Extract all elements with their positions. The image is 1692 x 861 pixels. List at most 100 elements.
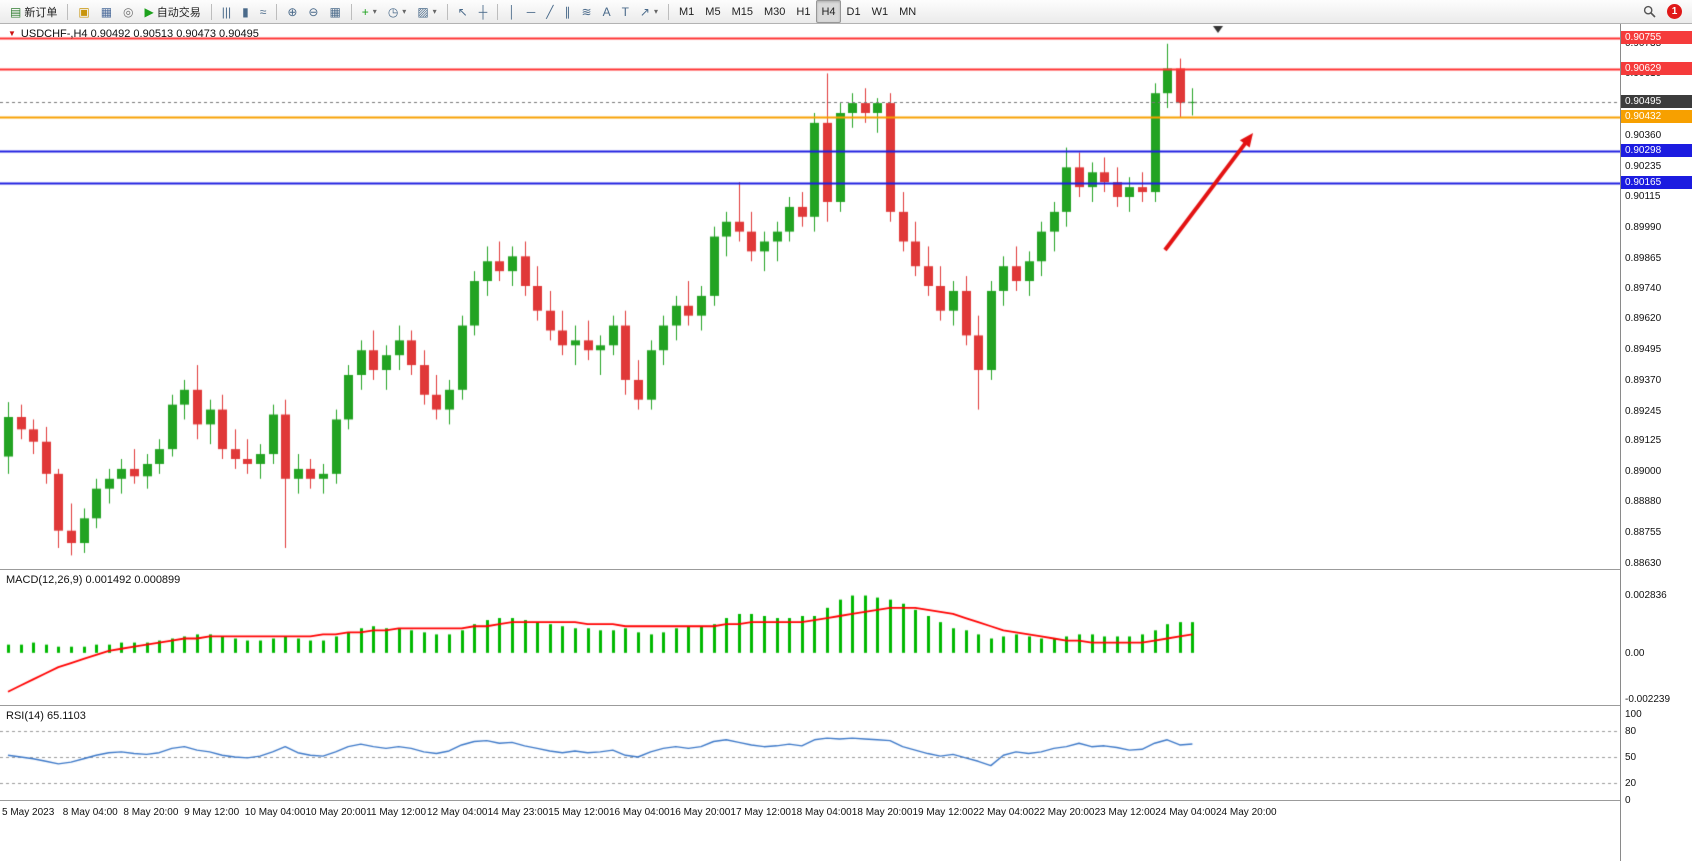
tile-windows-icon: ▦ [329, 4, 341, 19]
timeframe-h1-button[interactable]: H1 [791, 0, 815, 23]
cursor-icon: ↖ [457, 4, 468, 19]
price-tick-label: 0.89620 [1625, 313, 1662, 325]
channel-icon: ∥ [564, 4, 571, 19]
timeframe-h4-button[interactable]: H4 [816, 0, 841, 23]
crosshair-icon: ┼ [478, 4, 488, 19]
time-tick-label: 8 May 04:00 [62, 807, 118, 818]
rsi-panel-canvas[interactable] [0, 707, 1620, 800]
search-button[interactable] [1638, 0, 1661, 23]
price-chart-canvas[interactable] [0, 24, 1620, 569]
timeframe-d1-button[interactable]: D1 [842, 0, 866, 23]
label-icon: T [621, 4, 629, 19]
macd-indicator-label: MACD(12,26,9) 0.001492 0.000899 [6, 574, 181, 586]
price-tick-label: 0.89000 [1625, 466, 1662, 478]
chevron-down-icon: ▾ [402, 7, 407, 16]
new-order-button-label: 新订单 [24, 6, 58, 19]
zoom-out-icon: ⊖ [308, 4, 319, 19]
shapes-button[interactable]: ↗ ▾ [635, 0, 663, 23]
bars-icon: ||| [221, 4, 232, 19]
auto-trading-button[interactable]: ▶ 自动交易 [140, 0, 206, 23]
price-badge: 0.90165 [1621, 176, 1692, 190]
vertical-line-button[interactable]: │ [503, 0, 521, 23]
timeframe-m15-button[interactable]: M15 [727, 0, 758, 23]
price-tick-label: 0.89370 [1625, 374, 1662, 386]
timeframe-m5-button-label: M5 [705, 5, 721, 18]
templates-button[interactable]: ▨ ▾ [412, 0, 441, 23]
price-badge: 0.90495 [1621, 94, 1692, 108]
price-axis[interactable]: 0.907350.906100.904850.903600.902350.901… [1620, 24, 1692, 861]
channel-button[interactable]: ∥ [560, 0, 576, 23]
indicators-button[interactable]: + ▾ [357, 0, 382, 23]
horizontal-line-button[interactable]: ─ [522, 0, 541, 23]
chart-title-overlay: ▼ USDCHF-,H4 0.90492 0.90513 0.90473 0.9… [8, 28, 259, 40]
panel-separator[interactable] [0, 569, 1692, 570]
time-tick-label: 16 May 04:00 [609, 807, 670, 818]
price-tick-label: 0.90235 [1625, 161, 1662, 173]
zoom-out-button[interactable]: ⊖ [303, 0, 323, 23]
fibonacci-button[interactable]: ≋ [577, 0, 597, 23]
time-tick-label: 11 May 12:00 [366, 807, 427, 818]
time-axis[interactable]: 5 May 2023 8 May 04:00 8 May 20:00 9 May 12… [0, 801, 1620, 827]
chevron-down-icon: ▾ [432, 7, 437, 16]
macd-panel-canvas[interactable] [0, 571, 1620, 705]
timeframe-mn-button-label: MN [899, 5, 917, 18]
timeframe-d1-button-label: D1 [846, 5, 861, 18]
time-tick-label: 16 May 20:00 [669, 807, 731, 818]
price-tick-label: 0.89495 [1625, 344, 1662, 356]
toolbar-separator [446, 3, 448, 20]
text-button[interactable]: A [598, 0, 616, 23]
timeframe-mn-button[interactable]: MN [894, 0, 921, 23]
price-tick-label: 0.88755 [1625, 526, 1662, 538]
candlestick-icon: ▮ [242, 4, 249, 19]
cursor-button[interactable]: ↖ [453, 0, 473, 23]
timeframe-w1-button[interactable]: W1 [867, 0, 894, 23]
price-tick-label: 0.89245 [1625, 405, 1662, 417]
trendline-button[interactable]: ╱ [541, 0, 558, 23]
time-tick-label: 8 May 20:00 [123, 807, 179, 818]
line-chart-button[interactable]: ≈ [255, 0, 272, 23]
rsi-tick-label: 80 [1625, 726, 1637, 738]
price-tick-label: 0.90360 [1625, 130, 1662, 142]
indicators-icon: + [361, 4, 369, 19]
tile-windows-button[interactable]: ▦ [324, 0, 345, 23]
charts-window-button[interactable]: ▣ [73, 0, 94, 23]
time-tick-label: 9 May 12:00 [184, 807, 240, 818]
new-order-button[interactable]: ▤ 新订单 [5, 0, 62, 23]
timeframe-m5-button[interactable]: M5 [700, 0, 725, 23]
notifications-button[interactable]: 1 [1662, 0, 1687, 23]
price-tick-label: 0.89125 [1625, 435, 1662, 447]
rsi-tick-label: 20 [1625, 777, 1637, 789]
label-button[interactable]: T [617, 0, 634, 23]
timeframe-h1-button-label: H1 [796, 5, 811, 18]
macd-tick-label: 0.00 [1625, 647, 1645, 659]
timeframe-m1-button[interactable]: M1 [674, 0, 699, 23]
zoom-in-button[interactable]: ⊕ [282, 0, 302, 23]
time-tick-label: 17 May 12:00 [730, 807, 791, 818]
crosshair-button[interactable]: ┼ [474, 0, 493, 23]
window-icon: ▣ [78, 4, 90, 19]
time-tick-label: 19 May 12:00 [912, 807, 974, 818]
price-tick-label: 0.88880 [1625, 496, 1662, 508]
periods-button[interactable]: ◷ ▾ [383, 0, 412, 23]
one-click-trading-icon[interactable]: ▼ [8, 29, 16, 38]
toolbar-separator [668, 3, 669, 20]
time-tick-label: 12 May 04:00 [426, 807, 488, 818]
clock-icon: ◷ [387, 4, 399, 19]
template-icon: ▨ [417, 4, 429, 19]
timeframe-m30-button[interactable]: M30 [759, 0, 790, 23]
panel-separator [0, 800, 1692, 801]
toolbar-separator [350, 3, 352, 20]
rsi-indicator-label: RSI(14) 65.1103 [6, 710, 86, 722]
price-tick-label: 0.90115 [1625, 190, 1661, 202]
panel-separator[interactable] [0, 705, 1692, 706]
timeframe-m1-button-label: M1 [679, 5, 695, 18]
rsi-tick-label: 0 [1625, 795, 1631, 806]
data-window-button[interactable]: ▦ [96, 0, 117, 23]
target-icon: ◎ [123, 4, 134, 19]
candlestick-chart-button[interactable]: ▮ [237, 0, 254, 23]
bar-chart-button[interactable]: ||| [217, 0, 236, 23]
navigator-button[interactable]: ◎ [118, 0, 138, 23]
notification-badge: 1 [1667, 4, 1682, 19]
vline-icon: │ [508, 4, 516, 19]
time-tick-label: 18 May 04:00 [791, 807, 852, 818]
